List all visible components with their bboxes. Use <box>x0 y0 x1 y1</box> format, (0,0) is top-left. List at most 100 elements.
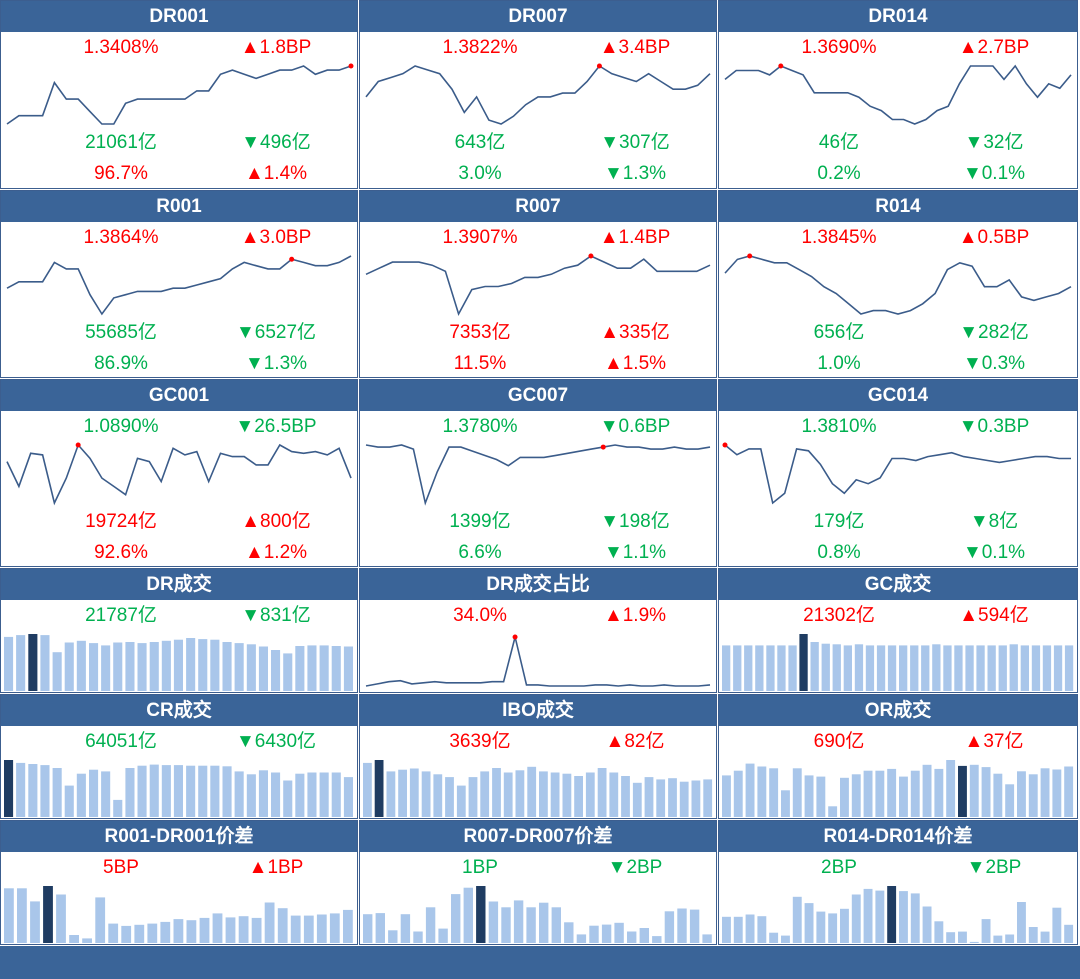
value-line-1: 1.3780% ▼0.6BP <box>360 413 716 441</box>
latest-point-marker <box>596 63 602 69</box>
bar <box>601 924 612 943</box>
bar <box>677 908 687 943</box>
latest-point-marker <box>348 63 354 69</box>
latest-point-marker <box>512 634 518 640</box>
bar <box>875 890 885 943</box>
bar <box>943 645 952 691</box>
bar <box>295 646 305 691</box>
value-left-1: 64051亿 <box>85 731 157 752</box>
bar <box>550 772 560 817</box>
value-left-2: 643亿 <box>454 132 506 153</box>
bar <box>52 768 62 817</box>
bar <box>222 642 232 691</box>
panel-row: DR001 1.3408% ▲1.8BP 21061亿 ▼496亿 96.7% ▲1.4% D… <box>0 0 1080 189</box>
bar <box>1028 774 1038 817</box>
value-line-1: 21787亿 ▼831亿 <box>1 602 357 630</box>
panel: R007 1.3907% ▲1.4BP 7353亿 ▲335亿 11.5% ▲1.5% <box>359 190 717 378</box>
bar <box>319 645 329 691</box>
bar <box>290 915 301 943</box>
value-left-1: 1.3780% <box>442 416 518 437</box>
value-line-1: 34.0% ▲1.9% <box>360 602 716 630</box>
bar <box>113 799 123 817</box>
bar <box>375 913 385 943</box>
value-left-2: 179亿 <box>813 511 865 532</box>
value-left-1: 1.3822% <box>442 37 518 58</box>
bar <box>702 934 712 943</box>
value-right-2: ▲800亿 <box>241 511 311 532</box>
bar <box>769 768 779 817</box>
value-right-3: ▼0.1% <box>962 163 1026 184</box>
bar <box>343 646 353 691</box>
bar <box>445 777 454 817</box>
bar <box>910 770 920 817</box>
bar <box>456 785 466 817</box>
series-line <box>724 64 1072 125</box>
bar <box>998 645 1007 691</box>
bar <box>343 777 353 817</box>
panel-title: GC成交 <box>719 569 1077 600</box>
bar <box>875 770 885 817</box>
bar <box>173 639 183 691</box>
bar <box>1017 902 1026 943</box>
value-line-3: 92.6% ▲1.2% <box>1 539 357 566</box>
value-right-3: ▲1.4% <box>244 163 308 184</box>
value-left-1: 1.3864% <box>83 227 159 248</box>
value-line-2: 19724亿 ▲800亿 <box>1 508 357 536</box>
bar <box>664 911 675 943</box>
value-left-3: 6.6% <box>458 542 502 563</box>
bar <box>887 768 897 817</box>
bar <box>1052 907 1062 943</box>
panel-title: CR成交 <box>1 695 357 726</box>
bar <box>946 760 956 817</box>
bar <box>755 645 764 691</box>
panel-title: GC007 <box>360 380 716 411</box>
bar <box>468 777 478 817</box>
bar <box>186 638 196 691</box>
bar <box>934 768 944 817</box>
bar <box>816 776 826 817</box>
value-right-3: ▼0.3% <box>962 353 1026 374</box>
bar <box>810 642 819 691</box>
value-left-1: 21787亿 <box>85 605 157 626</box>
bar <box>703 779 713 817</box>
bar <box>632 782 642 817</box>
value-left-2: 21061亿 <box>85 132 157 153</box>
value-line-1: 690亿 ▲37亿 <box>719 728 1077 756</box>
value-left-2: 656亿 <box>813 322 865 343</box>
value-line-2: 55685亿 ▼6527亿 <box>1 319 357 347</box>
value-line-1: 1.0890% ▼26.5BP <box>1 413 357 441</box>
bar <box>958 765 967 817</box>
panel: DR007 1.3822% ▲3.4BP 643亿 ▼307亿 3.0% ▼1.3% <box>359 0 717 189</box>
bar <box>1053 645 1063 691</box>
bar <box>1017 771 1026 817</box>
bar <box>125 642 135 691</box>
value-right-1: ▲3.4BP <box>599 37 671 58</box>
bar <box>585 772 595 817</box>
latest-point-marker <box>75 442 81 448</box>
value-right-1: ▼2BP <box>966 857 1022 878</box>
bar <box>799 634 808 691</box>
panel-title: GC001 <box>1 380 357 411</box>
value-line-2: 7353亿 ▲335亿 <box>360 319 716 347</box>
bar-chart <box>722 886 1074 943</box>
bar <box>400 914 411 943</box>
bar <box>398 769 407 817</box>
bar <box>95 897 106 943</box>
bar <box>851 894 861 943</box>
value-line-1: 3639亿 ▲82亿 <box>360 728 716 756</box>
bar <box>597 768 607 817</box>
value-line-1: 1.3690% ▲2.7BP <box>719 34 1077 62</box>
bar <box>1064 766 1074 817</box>
value-line-2: 1399亿 ▼198亿 <box>360 508 716 536</box>
bar <box>993 935 1003 943</box>
bar <box>922 764 932 817</box>
bar <box>69 935 79 943</box>
bar <box>981 767 991 817</box>
bar <box>222 766 232 817</box>
bar <box>627 931 637 943</box>
bar <box>804 775 814 817</box>
bar <box>488 901 499 943</box>
bar <box>792 896 802 943</box>
bar <box>329 913 340 943</box>
bar <box>863 888 873 943</box>
